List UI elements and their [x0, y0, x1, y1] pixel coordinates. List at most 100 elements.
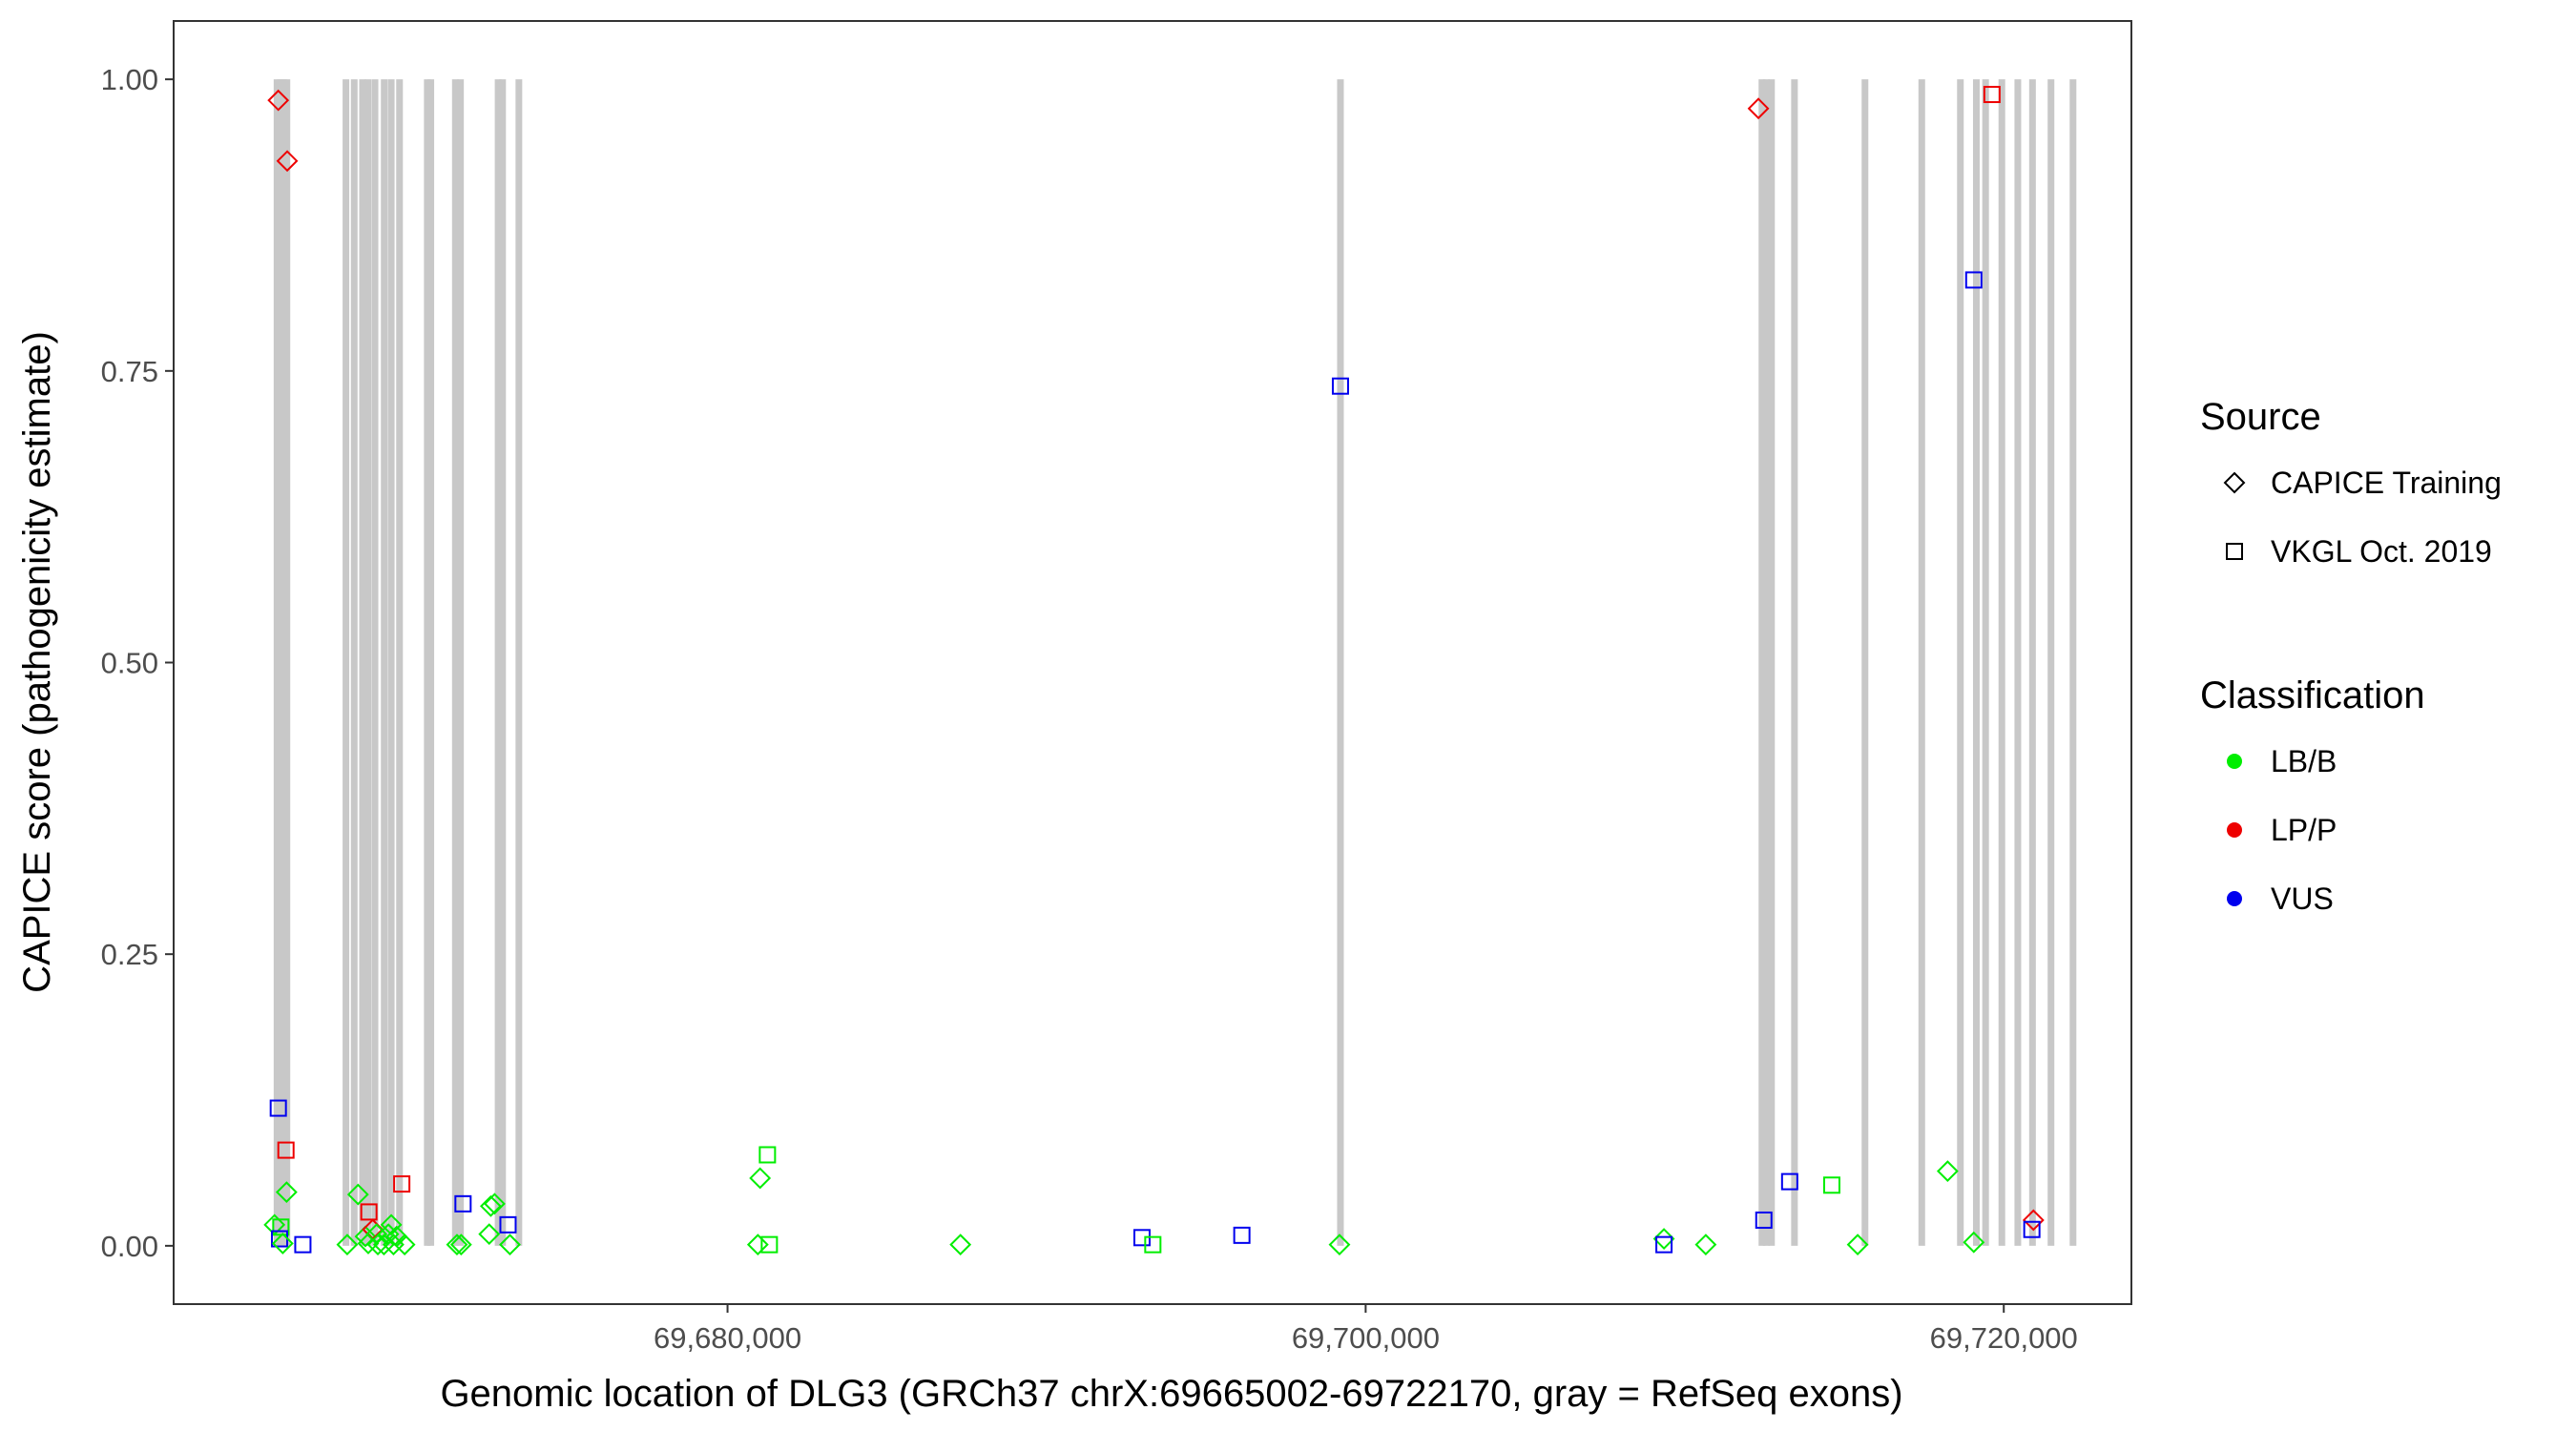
data-point-2 — [269, 1099, 287, 1117]
data-point-33 — [749, 1167, 772, 1190]
data-point-42 — [1328, 1234, 1351, 1256]
legend-classification-title: Classification — [2200, 674, 2425, 716]
x-tick-label-1: 69,700,000 — [1292, 1321, 1440, 1355]
exon-band-29 — [1998, 79, 2005, 1246]
data-point-0 — [267, 89, 290, 112]
exon-band-32 — [2047, 79, 2055, 1246]
legend-source-label-0: CAPICE Training — [2271, 466, 2502, 500]
data-point-25 — [446, 1234, 468, 1256]
x-axis-label: Genomic location of DLG3 (GRCh37 chrX:69… — [440, 1373, 1902, 1415]
exon-band-14 — [451, 79, 459, 1246]
exon-band-8 — [371, 79, 379, 1246]
data-point-28 — [479, 1194, 502, 1217]
data-point-9 — [294, 1235, 312, 1254]
data-point-30 — [478, 1223, 501, 1246]
exon-band-13 — [427, 79, 435, 1246]
x-axis: 69,680,000 69,700,000 69,720,000 — [654, 1304, 2078, 1355]
y-tick-label-1: 0.25 — [101, 938, 158, 971]
data-point-26 — [449, 1234, 472, 1256]
exon-band-21 — [1762, 79, 1770, 1246]
data-point-8 — [271, 1233, 294, 1255]
legend-source-label-1: VKGL Oct. 2019 — [2271, 534, 2492, 569]
exon-band-5 — [350, 79, 358, 1246]
legend-source-key-0 — [2223, 471, 2246, 494]
data-point-12 — [360, 1203, 378, 1221]
data-point-54 — [1983, 86, 2001, 104]
data-point-52 — [1963, 1231, 1985, 1254]
exon-band-30 — [2014, 79, 2022, 1246]
legend-classification-label-0: LB/B — [2271, 744, 2337, 778]
data-point-31 — [499, 1215, 517, 1234]
exon-band-6 — [359, 79, 366, 1246]
data-point-1 — [276, 150, 299, 173]
exon-band-16 — [494, 79, 502, 1246]
data-point-24 — [393, 1234, 416, 1256]
data-point-17 — [366, 1234, 389, 1256]
data-point-56 — [2023, 1220, 2041, 1238]
legend-classification-label-2: VUS — [2271, 881, 2334, 916]
data-point-40 — [1233, 1226, 1251, 1244]
data-point-13 — [354, 1225, 377, 1248]
legend-classification-label-1: LP/P — [2271, 813, 2337, 847]
exon-band-11 — [396, 79, 404, 1246]
data-point-21 — [383, 1234, 405, 1256]
exon-band-0 — [273, 79, 280, 1246]
data-point-51 — [1936, 1160, 1959, 1183]
data-point-32 — [499, 1234, 521, 1256]
exon-band-26 — [1957, 79, 1964, 1246]
data-point-10 — [336, 1234, 359, 1256]
exon-band-31 — [2028, 79, 2036, 1246]
exon-band-24 — [1861, 79, 1869, 1246]
y-axis-label: CAPICE score (pathogenicity estimate) — [16, 331, 58, 993]
exon-band-18 — [515, 79, 523, 1246]
exon-band-7 — [364, 79, 372, 1246]
exon-band-33 — [2069, 79, 2077, 1246]
exon-band-20 — [1758, 79, 1766, 1246]
data-point-53 — [1964, 271, 1983, 289]
legend-source-title: Source — [2200, 396, 2321, 438]
exon-band-22 — [1768, 79, 1776, 1246]
exon-band-17 — [499, 79, 507, 1246]
exon-band-19 — [1337, 79, 1344, 1246]
data-point-39 — [1144, 1235, 1162, 1254]
legend: Source CAPICE Training VKGL Oct. 2019 Class… — [2200, 396, 2502, 916]
x-tick-label-2: 69,720,000 — [1930, 1321, 2078, 1355]
exon-band-25 — [1918, 79, 1925, 1246]
data-point-44 — [1655, 1235, 1673, 1254]
exon-band-4 — [343, 79, 350, 1246]
data-point-11 — [346, 1183, 369, 1206]
data-point-43 — [1652, 1228, 1675, 1250]
data-point-55 — [2022, 1209, 2045, 1232]
data-point-49 — [1822, 1176, 1840, 1194]
exon-band-9 — [381, 79, 388, 1246]
exon-band-27 — [1972, 79, 1980, 1246]
exon-band-28 — [1982, 79, 1989, 1246]
data-point-46 — [1747, 97, 1770, 120]
exon-band-3 — [283, 79, 291, 1246]
y-tick-label-0: 0.00 — [101, 1230, 158, 1263]
data-point-3 — [277, 1141, 295, 1159]
y-tick-label-4: 1.00 — [101, 63, 158, 96]
data-point-4 — [275, 1181, 298, 1204]
data-point-23 — [393, 1175, 411, 1193]
data-point-41 — [1331, 377, 1349, 395]
data-point-48 — [1780, 1172, 1798, 1191]
data-point-35 — [746, 1234, 769, 1256]
exon-band-12 — [424, 79, 431, 1246]
legend-source-key-1 — [2226, 543, 2243, 560]
exon-band-15 — [457, 79, 465, 1246]
legend-classification-key-0 — [2227, 754, 2242, 769]
legend-classification-key-1 — [2227, 822, 2242, 838]
data-point-14 — [357, 1233, 380, 1255]
data-point-50 — [1846, 1234, 1869, 1256]
data-point-20 — [380, 1213, 403, 1236]
data-point-45 — [1694, 1234, 1717, 1256]
exon-band-2 — [280, 79, 287, 1246]
y-tick-label-2: 0.50 — [101, 647, 158, 680]
data-point-29 — [484, 1192, 506, 1215]
exon-band-10 — [387, 79, 395, 1246]
data-point-36 — [760, 1235, 779, 1254]
data-point-27 — [454, 1194, 472, 1213]
data-point-37 — [949, 1234, 972, 1256]
